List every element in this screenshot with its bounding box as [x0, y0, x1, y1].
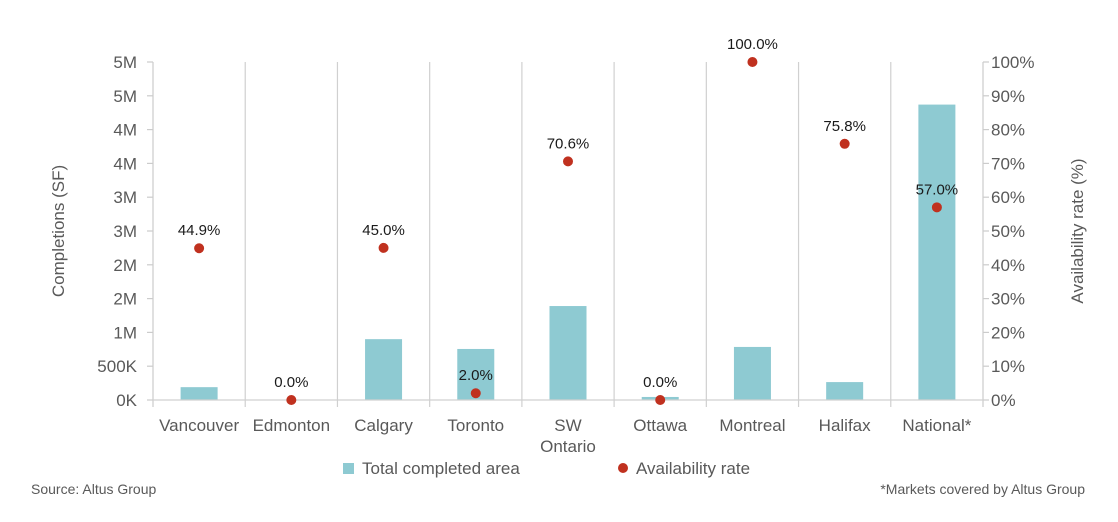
legend-item-availability-rate[interactable]: Availability rate [618, 459, 750, 478]
left-axis-ticks: 0K 500K 1M 2M 2M 3M 3M 4M 4M 5M 5M [97, 53, 153, 410]
legend-item-total-completed-area[interactable]: Total completed area [343, 459, 520, 478]
availability-data-label: 0.0% [643, 374, 677, 391]
left-tick-label: 5M [113, 87, 137, 106]
point-labels: 44.9% 0.0% 45.0% 2.0% 70.6% 0.0% 100.0% 75.8% 57… [178, 36, 958, 391]
category-labels: Vancouver Edmonton Calgary Toronto SW Ontario… [159, 416, 972, 456]
right-tick-label: 50% [991, 222, 1025, 241]
right-tick-label: 80% [991, 121, 1025, 140]
right-tick-label: 10% [991, 357, 1025, 376]
bars [180, 104, 956, 400]
availability-data-label: 70.6% [547, 135, 590, 152]
left-tick-label: 4M [113, 121, 137, 140]
availability-point [839, 138, 850, 149]
legend-label-availability-rate: Availability rate [636, 459, 750, 478]
left-tick-label: 0K [116, 391, 137, 410]
legend-label-total-completed-area: Total completed area [362, 459, 520, 478]
right-tick-label: 20% [991, 323, 1025, 342]
right-tick-label: 90% [991, 87, 1025, 106]
right-tick-label: 40% [991, 256, 1025, 275]
availability-data-label: 57.0% [916, 181, 959, 198]
right-axis-ticks: 0% 10% 20% 30% 40% 50% 60% 70% 80% 90% 100% [983, 53, 1034, 410]
bar [549, 306, 587, 400]
category-label: Ontario [540, 437, 596, 456]
legend-swatch-dot [618, 463, 628, 473]
availability-data-label: 45.0% [362, 222, 405, 239]
points [194, 57, 942, 405]
right-tick-label: 70% [991, 154, 1025, 173]
bar [733, 346, 771, 400]
left-tick-label: 1M [113, 323, 137, 342]
left-tick-label: 5M [113, 53, 137, 72]
category-label: Ottawa [633, 416, 687, 435]
bar [826, 382, 864, 400]
availability-point [931, 202, 942, 213]
availability-point [378, 242, 389, 253]
category-label: Vancouver [159, 416, 239, 435]
left-tick-label: 500K [97, 357, 137, 376]
source-note: Source: Altus Group [31, 481, 157, 497]
left-tick-label: 2M [113, 290, 137, 309]
right-axis-title: Availability rate (%) [1068, 158, 1087, 303]
legend: Total completed area Availability rate [343, 459, 750, 478]
availability-data-label: 0.0% [274, 374, 308, 391]
category-label: Edmonton [253, 416, 331, 435]
right-tick-label: 60% [991, 188, 1025, 207]
availability-point [655, 395, 666, 405]
markets-footnote: *Markets covered by Altus Group [880, 481, 1085, 497]
category-label: SW [554, 416, 581, 435]
right-tick-label: 100% [991, 53, 1034, 72]
availability-point [194, 243, 205, 254]
availability-point [563, 156, 573, 167]
availability-point [286, 395, 297, 405]
bar [365, 339, 403, 400]
bar [918, 104, 956, 400]
category-label: Halifax [819, 416, 871, 435]
availability-data-label: 44.9% [178, 222, 221, 239]
category-label: Montreal [719, 416, 785, 435]
left-tick-label: 3M [113, 222, 137, 241]
bar [180, 387, 218, 400]
availability-point [747, 57, 758, 67]
availability-point [470, 388, 481, 399]
left-tick-label: 4M [113, 154, 137, 173]
category-label: Calgary [354, 416, 413, 435]
gridlines [244, 62, 892, 407]
category-label: Toronto [447, 416, 504, 435]
left-tick-label: 3M [113, 188, 137, 207]
legend-swatch-bar [343, 463, 354, 474]
left-tick-label: 2M [113, 256, 137, 275]
right-tick-label: 30% [991, 290, 1025, 309]
availability-data-label: 100.0% [727, 36, 778, 53]
availability-data-label: 75.8% [823, 118, 866, 135]
availability-data-label: 2.0% [459, 367, 493, 384]
left-axis-title: Completions (SF) [49, 165, 68, 297]
category-label: National* [902, 416, 971, 435]
right-tick-label: 0% [991, 391, 1016, 410]
